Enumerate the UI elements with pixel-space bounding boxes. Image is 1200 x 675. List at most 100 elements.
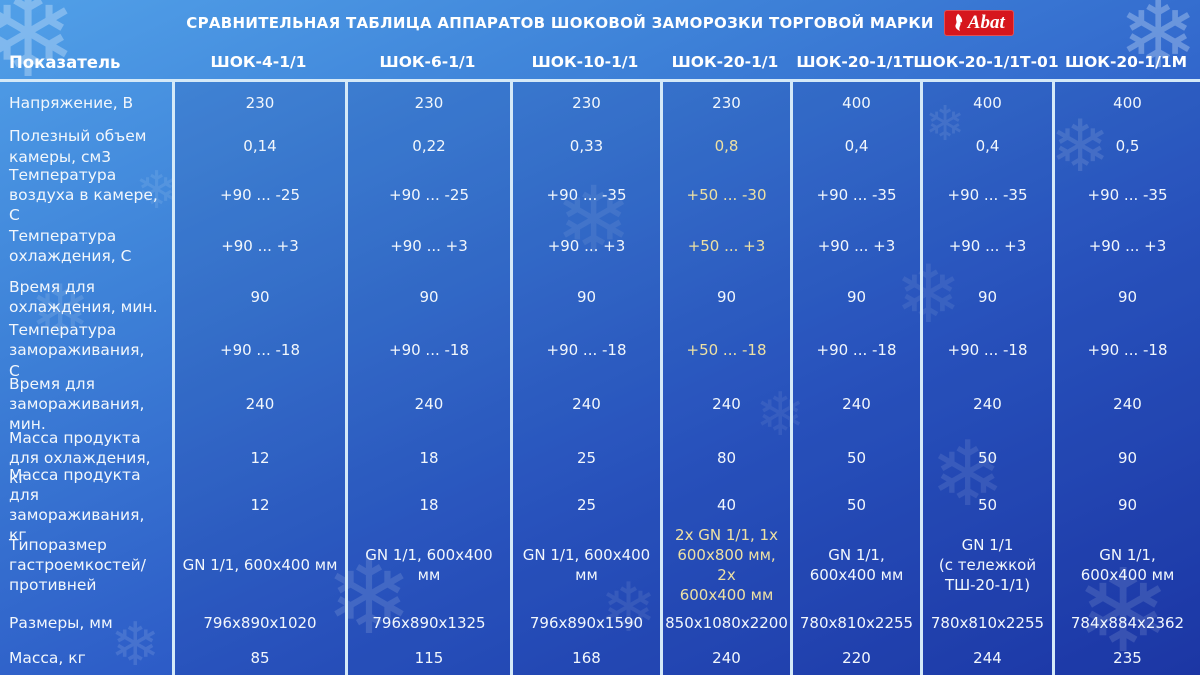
value-cell: 240 — [510, 377, 660, 431]
value-cell: 90 — [1052, 485, 1200, 525]
value-cell: 780х810х2255 — [790, 605, 920, 641]
value-cell: 50 — [920, 431, 1052, 485]
value-cell: 230 — [660, 82, 790, 125]
value-cell: 230 — [510, 82, 660, 125]
indicator-header: Показатель — [0, 45, 172, 82]
value-cell: 780х810х2255 — [920, 605, 1052, 641]
column-header: ШОК-20-1/1Т — [790, 45, 920, 82]
value-cell: 80 — [660, 431, 790, 485]
row-label: Размеры, мм — [9, 613, 113, 632]
value-cell: 2х GN 1/1, 1х 600х800 мм, 2х 600х400 мм — [660, 525, 790, 605]
value-cell: 244 — [920, 641, 1052, 675]
value-cell: 400 — [920, 82, 1052, 125]
value-cell: 90 — [172, 270, 345, 324]
column-header: ШОК-20-1/1М — [1052, 45, 1200, 82]
row-label: Масса продукта для охлаждения, кг — [9, 428, 151, 488]
row-label: Полезный объем камеры, см3 — [9, 127, 147, 166]
value-cell: 0,14 — [172, 125, 345, 168]
value-cell: +90 ... +3 — [1052, 222, 1200, 270]
value-cell: GN 1/1, 600x400 мм — [345, 525, 510, 605]
value-cell: 18 — [345, 485, 510, 525]
value-cell: +50 ... -18 — [660, 324, 790, 377]
value-cell: +90 ... -18 — [790, 324, 920, 377]
value-cell: 220 — [790, 641, 920, 675]
row-label: Напряжение, В — [9, 94, 134, 113]
row-label: Температура охлаждения, С — [9, 226, 132, 265]
value-cell: 240 — [920, 377, 1052, 431]
value-cell: 235 — [1052, 641, 1200, 675]
column-header: ШОК-20-1/1Т-01 — [913, 45, 1059, 82]
row-label: Масса продукта для замораживания, кг — [9, 465, 145, 545]
column-header: ШОК-4-1/1 — [172, 45, 345, 82]
value-cell: GN 1/1, 600x400 мм — [172, 525, 345, 605]
value-cell: 25 — [510, 485, 660, 525]
value-cell: 400 — [790, 82, 920, 125]
row-label: Время для охлаждения, мин. — [9, 277, 158, 316]
value-cell: 115 — [345, 641, 510, 675]
value-cell: +90 ... -18 — [510, 324, 660, 377]
row-label: Температура воздуха в камере, С — [9, 165, 158, 225]
value-cell: +90 ... +3 — [920, 222, 1052, 270]
value-cell: 90 — [1052, 270, 1200, 324]
value-cell: 12 — [172, 431, 345, 485]
row-label: Температура замораживания, С — [9, 321, 145, 380]
column-header: ШОК-6-1/1 — [345, 45, 510, 82]
value-cell: 400 — [1052, 82, 1200, 125]
value-cell: 0,4 — [920, 125, 1052, 168]
value-cell: 25 — [510, 431, 660, 485]
value-cell: 240 — [660, 377, 790, 431]
row-label: Время для замораживания, мин. — [9, 374, 145, 434]
value-cell: 784х884х2362 — [1052, 605, 1200, 641]
value-cell: 0,8 — [660, 125, 790, 168]
comparison-table: Показатель ШОК-4-1/1 ШОК-6-1/1 ШОК-10-1/1 ШО… — [0, 45, 1200, 675]
value-cell: 0,5 — [1052, 125, 1200, 168]
value-cell: +90 ... -25 — [172, 168, 345, 222]
value-cell: 850х1080х2200 — [660, 605, 790, 641]
value-cell: +90 ... -18 — [172, 324, 345, 377]
value-cell: 50 — [920, 485, 1052, 525]
value-cell: 230 — [172, 82, 345, 125]
value-cell: 796х890х1325 — [345, 605, 510, 641]
value-cell: 90 — [1052, 431, 1200, 485]
value-cell: +90 ... -35 — [920, 168, 1052, 222]
value-cell: 12 — [172, 485, 345, 525]
value-cell: 240 — [790, 377, 920, 431]
value-cell: 90 — [510, 270, 660, 324]
value-cell: 90 — [790, 270, 920, 324]
value-cell: 85 — [172, 641, 345, 675]
value-cell: GN 1/1, 600x400 мм — [510, 525, 660, 605]
value-cell: 240 — [1052, 377, 1200, 431]
value-cell: 50 — [790, 431, 920, 485]
value-cell: 0,22 — [345, 125, 510, 168]
value-cell: +90 ... -18 — [920, 324, 1052, 377]
value-cell: +90 ... -18 — [1052, 324, 1200, 377]
value-cell: 18 — [345, 431, 510, 485]
value-cell: +90 ... +3 — [172, 222, 345, 270]
value-cell: +50 ... +3 — [660, 222, 790, 270]
value-cell: 0,4 — [790, 125, 920, 168]
value-cell: +50 ... -30 — [660, 168, 790, 222]
page-title: СРАВНИТЕЛЬНАЯ ТАБЛИЦА АППАРАТОВ ШОКОВОЙ … — [186, 13, 934, 32]
value-cell: 50 — [790, 485, 920, 525]
value-cell: 90 — [345, 270, 510, 324]
value-cell: 240 — [172, 377, 345, 431]
value-cell: +90 ... -35 — [510, 168, 660, 222]
abat-logo: Abat — [943, 9, 1014, 36]
value-cell: 796х890х1020 — [172, 605, 345, 641]
flame-icon — [955, 13, 963, 31]
value-cell: 240 — [660, 641, 790, 675]
title-bar: СРАВНИТЕЛЬНАЯ ТАБЛИЦА АППАРАТОВ ШОКОВОЙ … — [0, 0, 1200, 45]
value-cell: GN 1/1 (с тележкой ТШ-20-1/1) — [920, 525, 1052, 605]
value-cell: 40 — [660, 485, 790, 525]
value-cell: +90 ... -18 — [345, 324, 510, 377]
value-cell: 0,33 — [510, 125, 660, 168]
value-cell: 796х890х1590 — [510, 605, 660, 641]
value-cell: 240 — [345, 377, 510, 431]
column-header: ШОК-10-1/1 — [510, 45, 660, 82]
value-cell: +90 ... -25 — [345, 168, 510, 222]
row-label: Масса, кг — [9, 648, 86, 667]
value-cell: 90 — [920, 270, 1052, 324]
value-cell: 90 — [660, 270, 790, 324]
column-header: ШОК-20-1/1 — [660, 45, 790, 82]
